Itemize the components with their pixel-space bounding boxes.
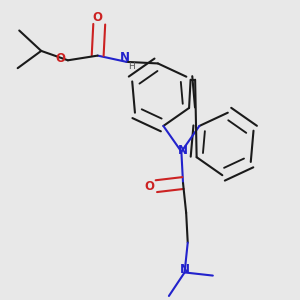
Text: H: H bbox=[128, 62, 135, 71]
Text: N: N bbox=[120, 51, 130, 64]
Text: N: N bbox=[178, 143, 188, 157]
Text: O: O bbox=[56, 52, 66, 65]
Text: O: O bbox=[93, 11, 103, 24]
Text: O: O bbox=[144, 180, 154, 193]
Text: N: N bbox=[180, 263, 190, 276]
